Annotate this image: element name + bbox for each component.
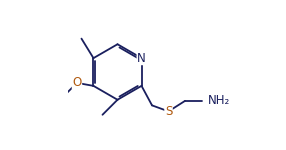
Text: S: S xyxy=(165,105,172,118)
Text: O: O xyxy=(72,76,82,89)
Text: N: N xyxy=(137,52,146,65)
Text: NH₂: NH₂ xyxy=(208,94,231,107)
